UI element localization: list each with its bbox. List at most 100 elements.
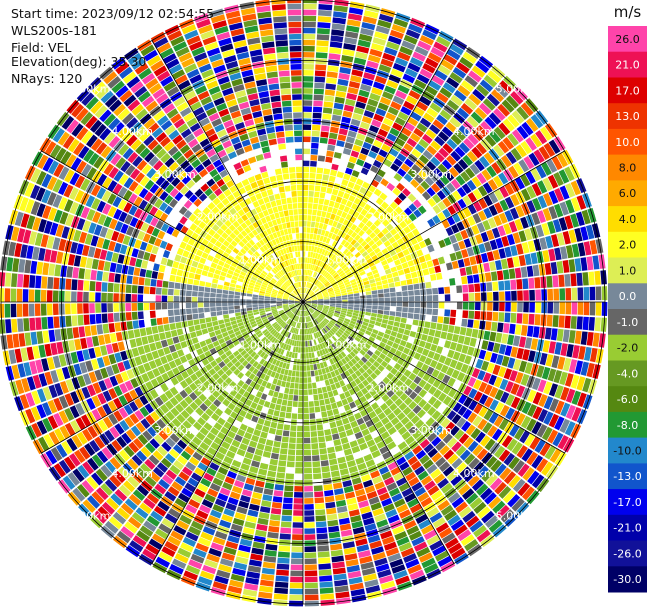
range-gate bbox=[467, 215, 476, 227]
range-gate bbox=[194, 378, 203, 388]
range-gate bbox=[405, 342, 413, 349]
range-gate bbox=[456, 302, 463, 310]
range-gate bbox=[212, 197, 221, 206]
range-gate bbox=[483, 207, 493, 219]
range-gate bbox=[120, 350, 128, 361]
range-gate bbox=[526, 418, 537, 432]
range-gate bbox=[273, 593, 288, 600]
range-gate bbox=[348, 296, 354, 300]
range-gate bbox=[449, 278, 456, 286]
range-gate bbox=[178, 334, 186, 342]
range-gate bbox=[505, 407, 516, 420]
range-gate bbox=[334, 444, 343, 452]
range-gate bbox=[180, 409, 190, 420]
range-gate bbox=[327, 206, 334, 213]
range-gate bbox=[448, 542, 463, 555]
range-gate bbox=[564, 273, 571, 287]
range-gate bbox=[478, 243, 486, 254]
range-gate bbox=[289, 297, 295, 300]
range-gate bbox=[218, 446, 228, 455]
range-gate bbox=[367, 275, 375, 281]
range-gate bbox=[341, 308, 348, 312]
range-gate bbox=[220, 342, 228, 349]
range-gate bbox=[64, 169, 75, 183]
range-gate bbox=[345, 213, 352, 221]
range-gate bbox=[346, 327, 353, 333]
range-gate bbox=[234, 434, 243, 443]
range-gate bbox=[166, 338, 174, 346]
range-gate bbox=[265, 309, 271, 312]
range-gate bbox=[87, 457, 99, 471]
range-gate bbox=[317, 369, 323, 376]
range-gate bbox=[426, 302, 433, 308]
range-gate bbox=[314, 265, 319, 272]
range-gate bbox=[342, 442, 351, 450]
range-gate bbox=[303, 233, 307, 239]
range-gate bbox=[178, 471, 190, 482]
range-gate bbox=[389, 402, 398, 412]
range-gate bbox=[188, 526, 202, 536]
range-gate bbox=[186, 314, 193, 321]
range-gate bbox=[214, 240, 223, 248]
range-gate bbox=[321, 211, 327, 218]
range-gate bbox=[113, 397, 123, 409]
range-gate bbox=[418, 388, 428, 398]
range-gate bbox=[203, 264, 210, 272]
range-gate bbox=[493, 376, 503, 388]
range-gate bbox=[394, 316, 401, 322]
range-gate bbox=[517, 482, 531, 497]
range-gate bbox=[303, 437, 311, 444]
range-gate bbox=[125, 284, 132, 293]
range-gate bbox=[311, 299, 318, 301]
range-gate bbox=[102, 416, 114, 429]
range-gate bbox=[594, 270, 601, 285]
range-gate bbox=[201, 358, 210, 366]
range-gate bbox=[432, 194, 442, 204]
range-gate bbox=[312, 252, 316, 259]
range-gate bbox=[442, 197, 452, 208]
range-gate bbox=[243, 432, 253, 440]
range-gate bbox=[169, 323, 176, 331]
range-gate bbox=[550, 261, 558, 275]
range-gate bbox=[488, 204, 498, 217]
range-gate bbox=[298, 401, 303, 408]
range-gate bbox=[366, 376, 374, 384]
range-gate bbox=[493, 108, 506, 121]
range-gate bbox=[516, 106, 530, 121]
range-gate bbox=[180, 185, 190, 195]
range-gate bbox=[436, 323, 443, 331]
range-gate bbox=[134, 398, 144, 409]
range-gate bbox=[324, 333, 330, 340]
range-gate bbox=[512, 256, 520, 268]
range-gate bbox=[276, 398, 283, 405]
range-gate bbox=[334, 310, 341, 314]
range-gate bbox=[274, 435, 282, 442]
range-gate bbox=[278, 291, 284, 295]
range-gate bbox=[214, 269, 222, 275]
range-gate bbox=[102, 203, 112, 215]
range-gate bbox=[280, 442, 289, 449]
range-gate bbox=[265, 382, 272, 389]
range-gate bbox=[355, 178, 364, 186]
range-gate bbox=[145, 442, 156, 454]
range-gate bbox=[312, 203, 318, 210]
range-gate bbox=[381, 248, 389, 255]
range-gate bbox=[130, 168, 141, 180]
range-gate bbox=[414, 143, 426, 154]
range-gate bbox=[309, 321, 313, 328]
range-gate bbox=[371, 309, 378, 314]
range-gate bbox=[149, 438, 160, 449]
range-gate bbox=[428, 396, 437, 406]
range-gate bbox=[335, 308, 341, 312]
range-gate bbox=[426, 507, 440, 518]
range-gate bbox=[332, 326, 338, 332]
range-gate bbox=[444, 537, 459, 550]
range-gate bbox=[139, 176, 150, 187]
range-gate bbox=[410, 179, 420, 189]
range-gate bbox=[264, 296, 271, 299]
range-gate bbox=[310, 314, 315, 320]
range-gate bbox=[335, 90, 347, 98]
range-gate bbox=[308, 352, 312, 359]
range-gate bbox=[309, 307, 315, 312]
range-gate bbox=[148, 454, 160, 466]
